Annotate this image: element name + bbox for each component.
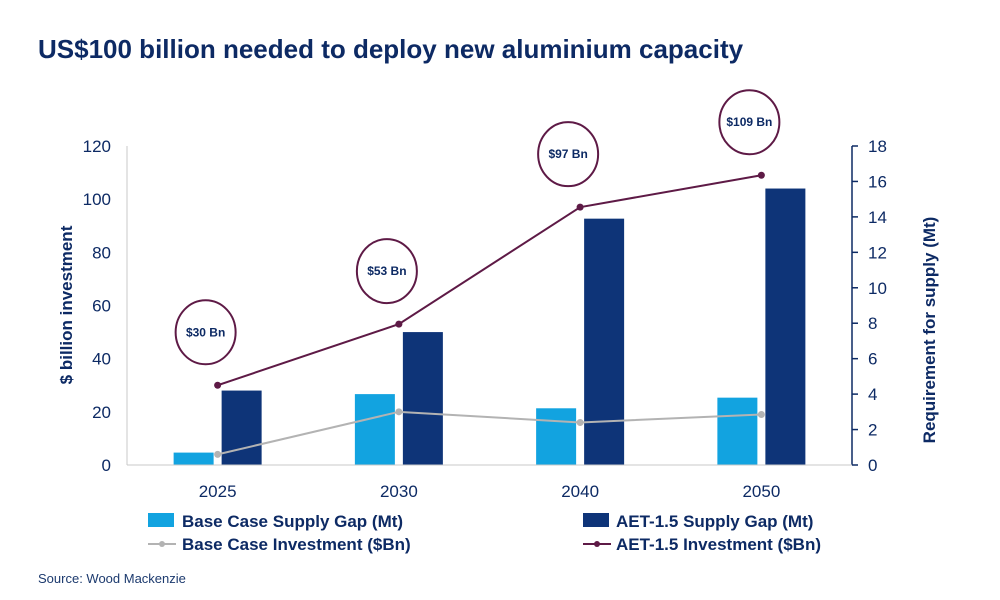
legend-swatch-base-gap [148, 513, 174, 527]
y-tick-right: 18 [868, 137, 887, 156]
x-tick-label: 2025 [199, 482, 237, 501]
y-tick-right: 12 [868, 243, 887, 262]
point-base-case-investment [576, 418, 584, 426]
x-tick-label: 2040 [561, 482, 599, 501]
y-tick-right: 8 [868, 314, 877, 333]
annotation-circle [718, 89, 781, 156]
y-axis-label-left: $ billion investment [57, 225, 76, 384]
y-tick-right: 14 [868, 208, 887, 227]
legend-label-aet-gap: AET-1.5 Supply Gap (Mt) [616, 512, 813, 531]
y-tick-right: 2 [868, 421, 877, 440]
bar-base-case-supply-gap [173, 452, 214, 465]
legend: Base Case Supply Gap (Mt) AET-1.5 Supply… [148, 512, 821, 554]
chart-title: US$100 billion needed to deploy new alum… [38, 34, 744, 64]
x-tick-label: 2030 [380, 482, 418, 501]
legend-label-base-gap: Base Case Supply Gap (Mt) [182, 512, 403, 531]
y-tick-right: 16 [868, 172, 887, 191]
y-tick-left: 80 [92, 243, 111, 262]
y-tick-right: 4 [868, 385, 877, 404]
y-tick-left: 100 [83, 190, 111, 209]
point-aet-investment [757, 171, 765, 179]
annotation-label: $30 Bn [186, 325, 225, 339]
annotation-circle [537, 121, 600, 188]
y-tick-left: 20 [92, 403, 111, 422]
y-tick-left: 60 [92, 297, 111, 316]
bar-aet-supply-gap [584, 218, 625, 465]
x-tick-label: 2050 [742, 482, 780, 501]
legend-marker-aet-inv [594, 541, 600, 547]
bar-base-case-supply-gap [717, 397, 758, 465]
point-base-case-investment [757, 410, 765, 418]
point-base-case-investment [214, 450, 222, 458]
legend-swatch-aet-gap [583, 513, 609, 527]
bar-base-case-supply-gap [536, 408, 577, 465]
bar-aet-supply-gap [765, 188, 806, 466]
point-base-case-investment [395, 408, 403, 416]
y-axis-label-right: Requirement for supply (Mt) [920, 217, 939, 444]
annotation-circle [355, 238, 418, 305]
y-tick-right: 6 [868, 350, 877, 369]
annotation-label: $97 Bn [548, 147, 587, 161]
bar-aet-supply-gap [221, 390, 262, 465]
legend-marker-base-inv [159, 541, 165, 547]
annotation-label: $53 Bn [367, 264, 406, 278]
source-note: Source: Wood Mackenzie [38, 571, 186, 586]
point-aet-investment [395, 320, 403, 328]
line-base-case-investment [217, 410, 762, 456]
point-aet-investment [576, 203, 584, 211]
annotation-circle [174, 299, 237, 366]
line-aet-investment [217, 174, 762, 387]
point-aet-investment [214, 381, 222, 389]
bar-base-case-supply-gap [354, 394, 395, 465]
y-tick-left: 0 [102, 456, 111, 475]
y-tick-left: 120 [83, 137, 111, 156]
y-tick-right: 0 [868, 456, 877, 475]
legend-label-base-inv: Base Case Investment ($Bn) [182, 535, 411, 554]
annotation-label: $109 Bn [726, 115, 772, 129]
y-tick-left: 40 [92, 350, 111, 369]
bar-aet-supply-gap [402, 332, 443, 465]
y-tick-right: 10 [868, 279, 887, 298]
legend-label-aet-inv: AET-1.5 Investment ($Bn) [616, 535, 821, 554]
